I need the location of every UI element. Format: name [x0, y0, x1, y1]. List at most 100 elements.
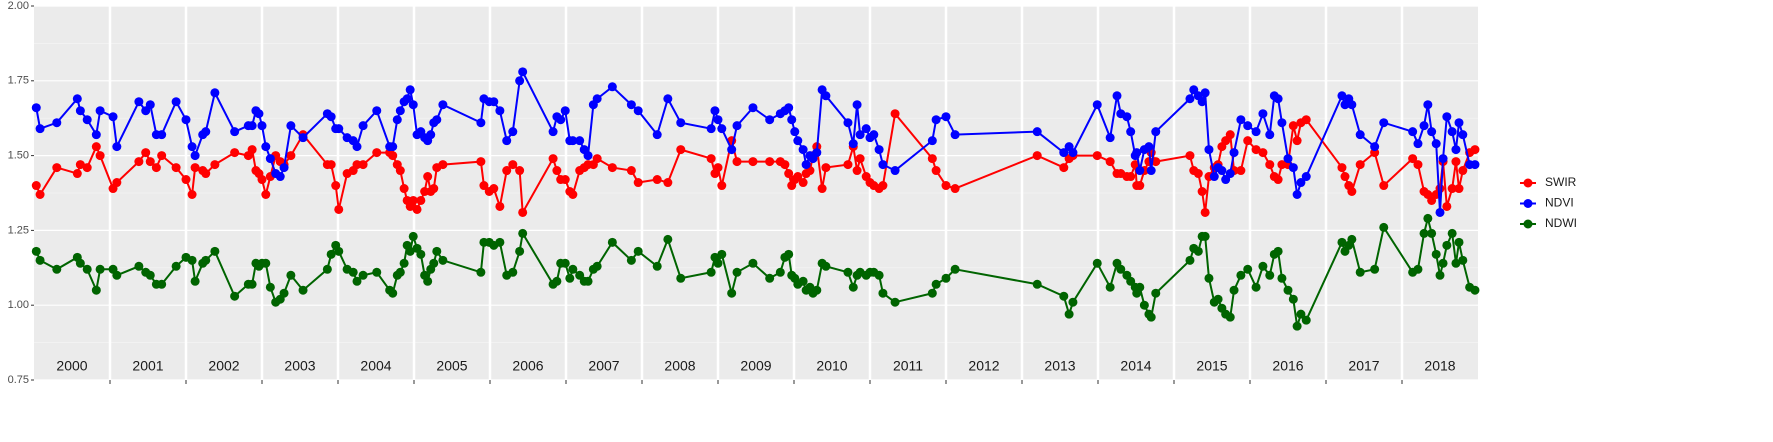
data-point [352, 276, 362, 286]
data-point [717, 124, 727, 134]
data-point [134, 97, 144, 107]
data-point [52, 163, 62, 173]
data-point [1146, 312, 1156, 322]
data-point [247, 145, 257, 155]
data-point [502, 136, 512, 146]
data-point [171, 97, 181, 107]
data-point [1132, 148, 1142, 158]
data-point [592, 261, 602, 271]
data-point [405, 246, 415, 256]
data-point [1419, 228, 1429, 238]
data-point [412, 204, 422, 214]
data-point [1340, 172, 1350, 182]
data-point [607, 82, 617, 92]
data-point [286, 121, 296, 131]
data-point [352, 142, 362, 152]
data-point [476, 118, 486, 128]
data-point [1435, 270, 1445, 280]
x-tick-label: 2005 [436, 358, 467, 374]
data-point [1355, 267, 1365, 277]
data-point [334, 204, 344, 214]
data-point [1251, 282, 1261, 292]
data-point [852, 100, 862, 110]
data-point [1229, 148, 1239, 158]
data-point [765, 157, 775, 167]
data-point [1451, 258, 1461, 268]
data-point [848, 139, 858, 149]
data-point [676, 273, 686, 283]
x-tick-label: 2012 [968, 358, 999, 374]
data-point [334, 246, 344, 256]
data-point [1337, 91, 1347, 101]
data-point [663, 178, 673, 188]
data-point [358, 121, 368, 131]
data-point [82, 264, 92, 274]
data-point [1204, 145, 1214, 155]
data-point [748, 258, 758, 268]
data-point [1105, 282, 1115, 292]
data-point [145, 157, 155, 167]
data-point [31, 181, 41, 191]
data-point [399, 258, 409, 268]
data-point [1135, 282, 1145, 292]
data-point [633, 246, 643, 256]
data-point [1423, 100, 1433, 110]
data-point [1236, 166, 1246, 176]
data-point [732, 267, 742, 277]
data-point [326, 160, 336, 170]
data-point [515, 166, 525, 176]
data-point [247, 121, 257, 131]
data-point [1283, 154, 1293, 164]
data-point [326, 112, 336, 122]
data-point [1185, 255, 1195, 265]
data-point [1209, 172, 1219, 182]
x-tick-label: 2006 [512, 358, 543, 374]
data-point [508, 127, 518, 137]
data-point [187, 142, 197, 152]
data-point [713, 258, 723, 268]
data-point [1451, 157, 1461, 167]
data-point [817, 184, 827, 194]
data-point [1139, 300, 1149, 310]
data-point [1200, 88, 1210, 98]
x-tick-label: 2007 [588, 358, 619, 374]
data-point [75, 258, 85, 268]
data-point [112, 270, 122, 280]
data-point [358, 270, 368, 280]
data-point [429, 184, 439, 194]
data-point [1451, 145, 1461, 155]
data-point [560, 258, 570, 268]
data-point [91, 285, 101, 295]
data-point [1193, 246, 1203, 256]
data-point [1442, 112, 1452, 122]
data-point [405, 85, 415, 95]
data-point [508, 267, 518, 277]
data-point [706, 154, 716, 164]
data-point [408, 231, 418, 241]
data-point [560, 175, 570, 185]
data-point [592, 94, 602, 104]
y-tick-label: 1.25 [8, 224, 29, 236]
data-point [1126, 172, 1136, 182]
data-point [201, 169, 211, 179]
data-point [157, 130, 167, 140]
data-point [1197, 187, 1207, 197]
data-point [502, 166, 512, 176]
data-point [1296, 309, 1306, 319]
data-point [575, 136, 585, 146]
data-point [798, 145, 808, 155]
data-point [583, 276, 593, 286]
data-point [1092, 258, 1102, 268]
data-point [1442, 240, 1452, 250]
data-point [1288, 163, 1298, 173]
data-point [489, 97, 499, 107]
data-point [1355, 160, 1365, 170]
data-point [322, 264, 332, 274]
data-point [1200, 231, 1210, 241]
data-point [843, 267, 853, 277]
data-point [861, 124, 871, 134]
data-point [515, 246, 525, 256]
data-point [1337, 163, 1347, 173]
data-point [626, 255, 636, 265]
data-point [1292, 321, 1302, 331]
